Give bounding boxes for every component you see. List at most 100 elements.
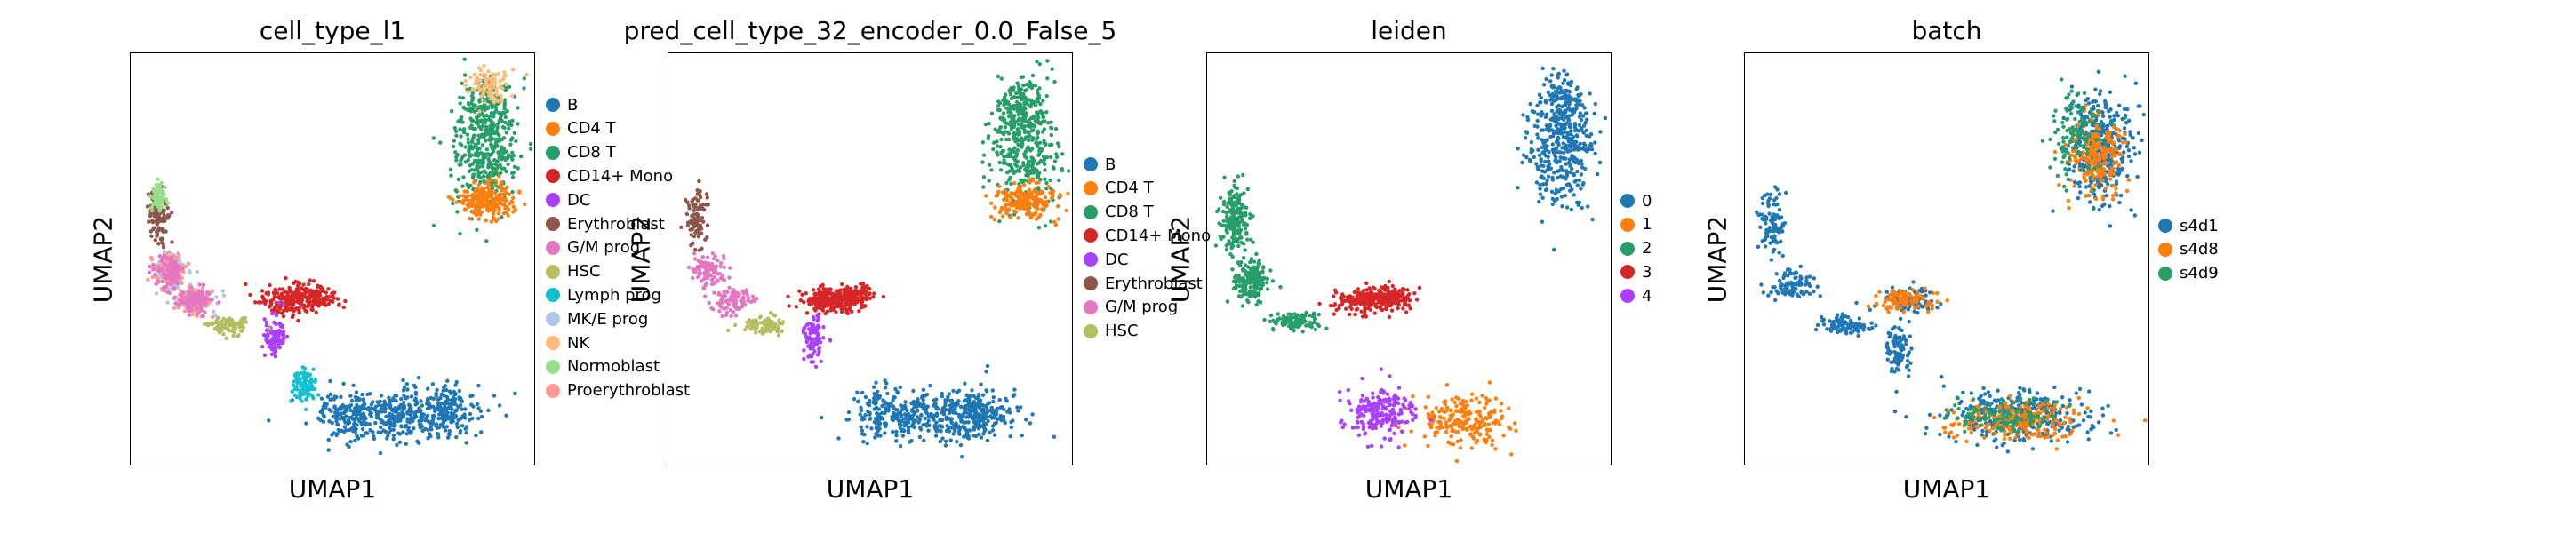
scatter-point xyxy=(455,425,460,430)
scatter-point xyxy=(451,395,455,400)
scatter-point xyxy=(462,57,467,61)
scatter-point xyxy=(505,109,509,114)
scatter-point xyxy=(336,427,340,433)
scatter-point xyxy=(408,431,413,435)
scatter-point xyxy=(476,416,481,421)
legend-marker xyxy=(1084,252,1098,267)
scatter-point xyxy=(503,115,508,120)
scatter-point xyxy=(454,434,459,440)
scatter-point xyxy=(365,407,370,411)
scatter-point xyxy=(463,407,468,411)
scatter-point xyxy=(373,404,379,409)
scatter-point xyxy=(509,123,514,128)
scatter-point xyxy=(453,409,458,413)
scatter-point xyxy=(472,158,477,163)
scatter-point xyxy=(436,416,441,421)
scatter-point xyxy=(440,413,444,418)
scatter-point xyxy=(425,398,430,402)
scatter-point xyxy=(434,394,438,398)
scatter-point xyxy=(403,425,408,429)
scatter-point xyxy=(371,406,376,411)
legend-marker xyxy=(1084,323,1098,338)
scatter-point xyxy=(379,425,383,430)
scatter-point xyxy=(482,114,486,119)
scatter-point xyxy=(466,157,470,163)
scatter-point xyxy=(495,125,500,130)
scatter-point xyxy=(501,136,507,140)
scatter-point xyxy=(458,127,462,131)
scatter-point xyxy=(492,172,496,178)
scatter-point xyxy=(335,408,340,412)
scatter-point xyxy=(436,435,441,440)
scatter-point xyxy=(460,184,465,188)
scatter-point xyxy=(495,122,500,127)
scatter-point xyxy=(480,123,485,129)
scatter-point xyxy=(406,427,411,433)
scatter-point xyxy=(332,394,337,399)
scatter-point xyxy=(397,440,403,444)
scatter-point xyxy=(320,408,324,412)
legend-label: DC xyxy=(1105,250,1129,269)
legend-item: B xyxy=(1084,153,1116,176)
scatter-point xyxy=(497,133,501,138)
scatter-point xyxy=(387,414,391,419)
scatter-point xyxy=(320,410,325,416)
scatter-point xyxy=(488,138,493,143)
legend-item: G/M prog xyxy=(1084,296,1178,319)
scatter-point xyxy=(500,215,504,219)
scatter-point xyxy=(454,133,459,138)
legend-marker xyxy=(546,217,560,231)
scatter-point xyxy=(528,141,533,147)
scatter-point xyxy=(502,98,507,102)
scatter-point xyxy=(449,173,453,178)
scatter-point xyxy=(512,131,517,135)
scatter-point xyxy=(357,397,362,402)
scatter-point xyxy=(398,402,404,407)
scatter-point xyxy=(444,394,450,400)
scatter-point xyxy=(402,394,406,398)
scatter-point xyxy=(401,400,406,405)
scatter-point xyxy=(344,414,348,419)
scatter-point xyxy=(459,157,464,162)
legend-item: CD8 T xyxy=(1084,201,1154,224)
scatter-point xyxy=(516,166,520,171)
cluster-b xyxy=(267,376,517,456)
scatter-point xyxy=(486,408,491,413)
scatter-point xyxy=(510,189,515,195)
scatter-point xyxy=(382,410,388,414)
scatter-point xyxy=(469,168,474,172)
panel-title: cell_type_l1 xyxy=(259,16,406,45)
scatter-point xyxy=(326,448,331,452)
scatter-point xyxy=(393,406,397,410)
legend-label: MK/E prog xyxy=(567,309,649,329)
scatter-point xyxy=(363,406,367,410)
plot-frame xyxy=(130,52,535,465)
scatter-point xyxy=(479,430,484,434)
scatter-point xyxy=(377,416,381,420)
legend-marker xyxy=(546,288,560,303)
legend-item: DC xyxy=(1084,248,1128,271)
legend-marker xyxy=(546,383,560,398)
scatter-point xyxy=(378,399,382,403)
scatter-point xyxy=(394,394,399,398)
scatter-point xyxy=(453,391,458,396)
scatter-point xyxy=(483,155,487,160)
scatter-point xyxy=(426,386,430,391)
scatter-point xyxy=(456,177,461,182)
legend-label: NK xyxy=(567,333,590,353)
scatter-point xyxy=(431,136,436,140)
scatter-point xyxy=(436,397,441,402)
scatter-point xyxy=(516,106,520,110)
scatter-point xyxy=(507,126,511,131)
scatter-point xyxy=(463,426,468,431)
scatter-point xyxy=(345,442,349,447)
scatter-point xyxy=(445,378,450,383)
scatter-point xyxy=(396,431,401,435)
scatter-point xyxy=(507,119,512,124)
scatter-point xyxy=(458,431,462,435)
scatter-point xyxy=(388,425,392,430)
scatter-point xyxy=(468,153,472,157)
scatter-point xyxy=(506,162,510,167)
scatter-point xyxy=(394,410,399,414)
scatter-point xyxy=(428,395,433,401)
